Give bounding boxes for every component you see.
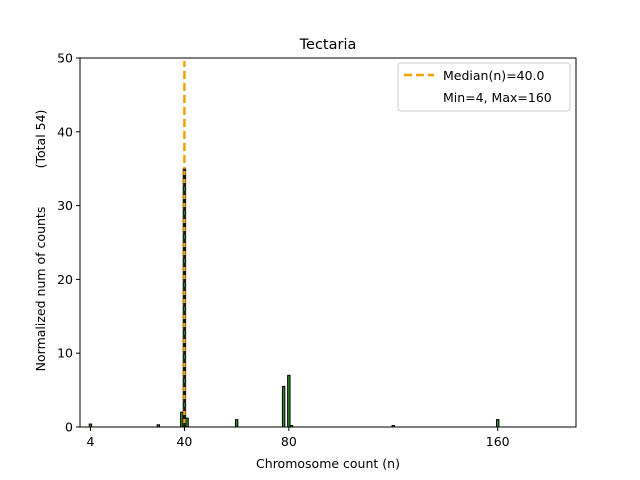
legend-median-label: Median(n)=40.0 bbox=[443, 68, 544, 83]
bar-n80 bbox=[287, 374, 291, 428]
x-tick-label-160: 160 bbox=[486, 434, 510, 449]
x-tick-label-40: 40 bbox=[176, 434, 192, 449]
y-tick-label-20: 20 bbox=[57, 272, 73, 287]
bar-n160 bbox=[495, 419, 500, 428]
bar-n78 bbox=[281, 385, 286, 428]
y-tick-label-0: 0 bbox=[65, 420, 73, 435]
legend-box bbox=[397, 62, 571, 112]
x-tick-label-4: 4 bbox=[86, 434, 94, 449]
plot-frame bbox=[79, 57, 577, 428]
y-tick-label-50: 50 bbox=[57, 51, 73, 66]
bars bbox=[88, 168, 500, 428]
legend: Median(n)=40.0 Min=4, Max=160 bbox=[397, 62, 571, 112]
chart-title: Tectaria bbox=[299, 37, 357, 53]
y-axis-label: Normalized num of counts bbox=[33, 207, 48, 372]
y-tick-label-10: 10 bbox=[57, 346, 73, 361]
y-tick-group: 0 10 20 30 40 50 bbox=[57, 51, 80, 435]
y-axis-total-label: (Total 54) bbox=[33, 110, 48, 169]
bar-n60 bbox=[234, 419, 239, 428]
x-axis-label: Chromosome count (n) bbox=[256, 456, 400, 471]
x-tick-label-80: 80 bbox=[281, 434, 297, 449]
bar-n39 bbox=[180, 411, 184, 428]
bar-n41 bbox=[185, 417, 189, 428]
y-tick-label-30: 30 bbox=[57, 198, 73, 213]
y-tick-label-40: 40 bbox=[57, 124, 73, 139]
x-tick-group: 4 40 80 160 bbox=[86, 427, 510, 449]
legend-range-label: Min=4, Max=160 bbox=[443, 90, 552, 105]
